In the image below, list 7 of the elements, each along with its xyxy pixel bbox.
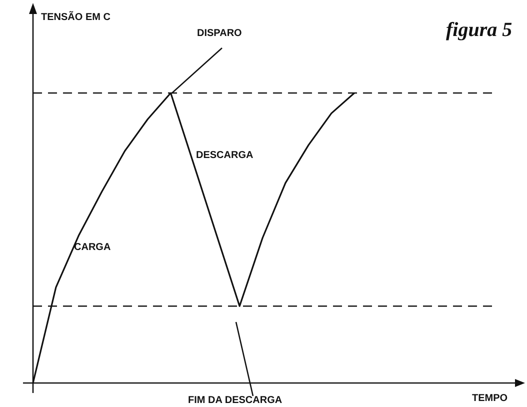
annotation: DESCARGA: [196, 150, 254, 161]
text: TENSÃO EM C: [41, 11, 110, 23]
annotation: CARGA: [74, 242, 111, 253]
chart-title: figura 5: [446, 19, 512, 41]
x-axis-title: TEMPO: [472, 393, 508, 404]
text: FIM DA DESCARGA: [188, 395, 282, 406]
text: DISPARO: [197, 28, 242, 39]
